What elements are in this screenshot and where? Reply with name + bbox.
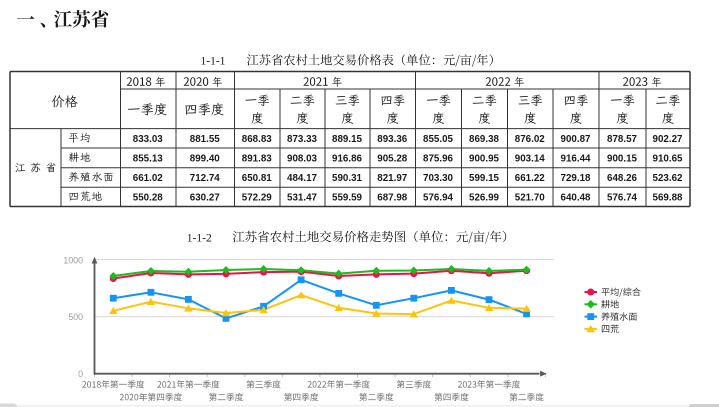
svg-text:833.03: 833.03 <box>133 134 164 145</box>
svg-text:902.27: 902.27 <box>653 134 684 145</box>
svg-text:523.62: 523.62 <box>653 173 684 184</box>
svg-text:900.87: 900.87 <box>561 134 592 145</box>
svg-text:569.88: 569.88 <box>653 192 684 203</box>
svg-text:893.36: 893.36 <box>377 134 408 145</box>
svg-text:876.02: 876.02 <box>515 134 546 145</box>
svg-text:889.15: 889.15 <box>332 134 363 145</box>
svg-text:908.03: 908.03 <box>287 153 318 164</box>
svg-text:873.33: 873.33 <box>287 134 318 145</box>
svg-text:729.18: 729.18 <box>561 173 592 184</box>
svg-text:903.14: 903.14 <box>515 153 546 164</box>
svg-text:855.05: 855.05 <box>423 134 454 145</box>
svg-text:531.47: 531.47 <box>287 192 318 203</box>
svg-text:1-1-2: 1-1-2 <box>187 232 212 244</box>
svg-text:500: 500 <box>68 312 83 322</box>
svg-text:648.26: 648.26 <box>607 173 638 184</box>
svg-text:878.57: 878.57 <box>607 134 638 145</box>
svg-text:916.86: 916.86 <box>332 153 363 164</box>
svg-text:703.30: 703.30 <box>423 173 454 184</box>
svg-text:900.95: 900.95 <box>469 153 500 164</box>
svg-text:1-1-1: 1-1-1 <box>201 56 226 68</box>
svg-text:881.55: 881.55 <box>190 134 221 145</box>
svg-text:526.99: 526.99 <box>469 192 500 203</box>
svg-text:650.81: 650.81 <box>242 173 273 184</box>
svg-text:550.28: 550.28 <box>133 192 164 203</box>
svg-text:899.40: 899.40 <box>190 153 221 164</box>
svg-text:640.48: 640.48 <box>561 192 592 203</box>
svg-text:905.28: 905.28 <box>377 153 408 164</box>
svg-text:869.38: 869.38 <box>469 134 500 145</box>
svg-text:868.83: 868.83 <box>242 134 273 145</box>
svg-text:572.29: 572.29 <box>242 192 273 203</box>
svg-text:875.96: 875.96 <box>423 153 454 164</box>
svg-text:916.44: 916.44 <box>561 153 592 164</box>
svg-text:855.13: 855.13 <box>133 153 164 164</box>
svg-text:599.15: 599.15 <box>469 173 500 184</box>
svg-text:559.59: 559.59 <box>332 192 363 203</box>
svg-text:821.97: 821.97 <box>377 173 408 184</box>
svg-text:891.83: 891.83 <box>242 153 273 164</box>
svg-text:687.98: 687.98 <box>377 192 408 203</box>
svg-text:661.02: 661.02 <box>133 173 164 184</box>
svg-text:484.17: 484.17 <box>287 173 318 184</box>
svg-text:521.70: 521.70 <box>515 192 546 203</box>
svg-text:0: 0 <box>78 369 83 379</box>
svg-text:712.74: 712.74 <box>190 173 221 184</box>
svg-text:576.74: 576.74 <box>607 192 638 203</box>
svg-text:590.31: 590.31 <box>332 173 363 184</box>
svg-text:661.22: 661.22 <box>515 173 546 184</box>
svg-text:1000: 1000 <box>63 256 83 266</box>
svg-text:630.27: 630.27 <box>190 192 221 203</box>
svg-text:910.65: 910.65 <box>653 153 684 164</box>
svg-text:900.15: 900.15 <box>607 153 638 164</box>
svg-text:576.94: 576.94 <box>423 192 454 203</box>
